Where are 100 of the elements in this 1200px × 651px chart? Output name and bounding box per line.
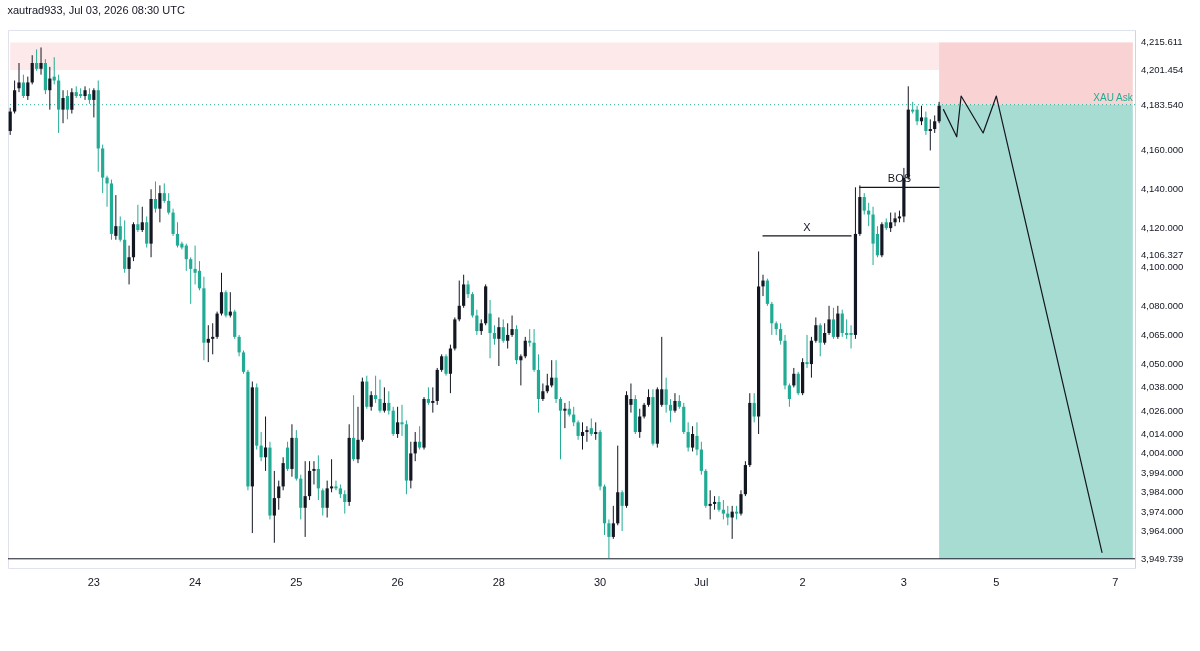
candlestick bbox=[70, 87, 74, 115]
candlestick bbox=[61, 89, 65, 124]
candlestick bbox=[867, 202, 871, 227]
candlestick bbox=[26, 76, 30, 101]
candlestick bbox=[13, 80, 17, 115]
candlestick bbox=[721, 499, 725, 520]
candlestick bbox=[206, 324, 210, 363]
y-tick-label: 4,201.454 bbox=[1141, 63, 1184, 75]
y-tick-label: 4,100.000 bbox=[1141, 260, 1184, 272]
candlestick bbox=[585, 425, 589, 443]
candlestick bbox=[779, 322, 783, 346]
candlestick bbox=[396, 406, 400, 439]
candlestick bbox=[136, 204, 140, 233]
candlestick bbox=[351, 394, 356, 462]
y-tick-label: 4,215.611 bbox=[1141, 36, 1183, 48]
x-tick-label: 5 bbox=[993, 575, 1000, 588]
candlestick bbox=[831, 307, 836, 340]
candlestick bbox=[462, 274, 466, 309]
candlestick bbox=[470, 291, 475, 318]
x-tick-label: 28 bbox=[492, 575, 505, 588]
candlestick bbox=[664, 377, 668, 414]
candlestick bbox=[915, 105, 919, 126]
candlestick bbox=[193, 245, 197, 285]
candlestick bbox=[607, 518, 611, 559]
candlestick bbox=[708, 489, 712, 520]
candlestick bbox=[17, 62, 21, 93]
candlestick bbox=[118, 215, 122, 243]
candlestick bbox=[730, 505, 734, 540]
x-tick-label: 30 bbox=[593, 575, 607, 588]
candlestick bbox=[334, 480, 338, 491]
candlestick bbox=[400, 404, 404, 437]
candlestick bbox=[580, 421, 585, 451]
series-label: X bbox=[803, 220, 812, 233]
x-tick-label: 26 bbox=[391, 575, 404, 588]
candlestick bbox=[563, 402, 567, 429]
candlestick bbox=[325, 480, 329, 518]
candlestick bbox=[167, 192, 171, 216]
candlestick bbox=[382, 386, 386, 414]
chart-title: xautrad933, Jul 03, 2026 08:30 UTC bbox=[7, 4, 185, 16]
candlestick bbox=[558, 396, 563, 460]
candlestick bbox=[175, 221, 180, 249]
candlestick bbox=[211, 322, 215, 355]
candlestick bbox=[501, 318, 505, 344]
y-tick-label: 4,065.000 bbox=[1141, 328, 1184, 340]
x-tick-label: 3 bbox=[900, 575, 907, 588]
candlestick bbox=[431, 386, 435, 414]
y-tick-label: 3,994.000 bbox=[1141, 466, 1184, 478]
candlestick bbox=[528, 328, 532, 348]
y-tick-label: 4,026.000 bbox=[1141, 404, 1184, 416]
candlestick bbox=[277, 480, 281, 511]
candlestick bbox=[312, 460, 316, 485]
candlestick bbox=[840, 309, 844, 338]
candlestick bbox=[506, 322, 510, 350]
candlestick bbox=[224, 289, 228, 318]
candlestick bbox=[752, 392, 756, 423]
candlestick bbox=[8, 107, 12, 136]
candlestick bbox=[387, 390, 391, 416]
candlestick bbox=[924, 111, 928, 136]
candlestick bbox=[594, 421, 598, 441]
candlestick bbox=[638, 408, 642, 439]
candlestick bbox=[321, 487, 325, 517]
y-tick-label: 3,984.000 bbox=[1141, 486, 1184, 498]
candlestick bbox=[673, 392, 677, 414]
y-tick-label: 4,183.540 bbox=[1141, 98, 1184, 110]
candlestick bbox=[369, 390, 373, 412]
candlestick bbox=[726, 505, 730, 526]
candlestick bbox=[519, 353, 523, 386]
candlestick bbox=[699, 441, 703, 476]
y-tick-label: 4,080.000 bbox=[1141, 299, 1184, 311]
candlestick bbox=[114, 194, 118, 241]
candlestick bbox=[765, 278, 769, 307]
candlestick bbox=[889, 212, 893, 233]
y-tick-label: 4,004.000 bbox=[1141, 447, 1184, 459]
candlestick bbox=[695, 421, 699, 456]
candlestick bbox=[356, 406, 360, 464]
candlestick bbox=[219, 272, 224, 317]
candlestick bbox=[668, 398, 673, 423]
candlestick bbox=[105, 175, 109, 208]
candlestick bbox=[272, 470, 276, 544]
candlestick bbox=[162, 182, 166, 204]
y-tick-label: 3,949.739 bbox=[1141, 552, 1184, 564]
candlestick bbox=[39, 46, 43, 76]
candlestick bbox=[545, 373, 549, 394]
ref-line-label: XAU Ask bbox=[1093, 91, 1134, 103]
candlestick bbox=[761, 274, 765, 297]
candlestick bbox=[374, 375, 378, 404]
x-tick-label: 2 bbox=[799, 575, 806, 588]
candlestick bbox=[523, 336, 527, 359]
candlestick bbox=[145, 215, 149, 249]
candlestick bbox=[127, 245, 131, 285]
candlestick bbox=[611, 505, 615, 540]
candlestick bbox=[444, 353, 448, 377]
candlestick bbox=[197, 260, 202, 291]
candlestick bbox=[814, 316, 818, 344]
candlestick bbox=[153, 180, 158, 214]
candlestick bbox=[83, 85, 87, 101]
candlestick bbox=[845, 318, 849, 340]
candlestick bbox=[343, 489, 347, 515]
candlestick bbox=[329, 458, 334, 493]
candlestick bbox=[805, 334, 809, 369]
